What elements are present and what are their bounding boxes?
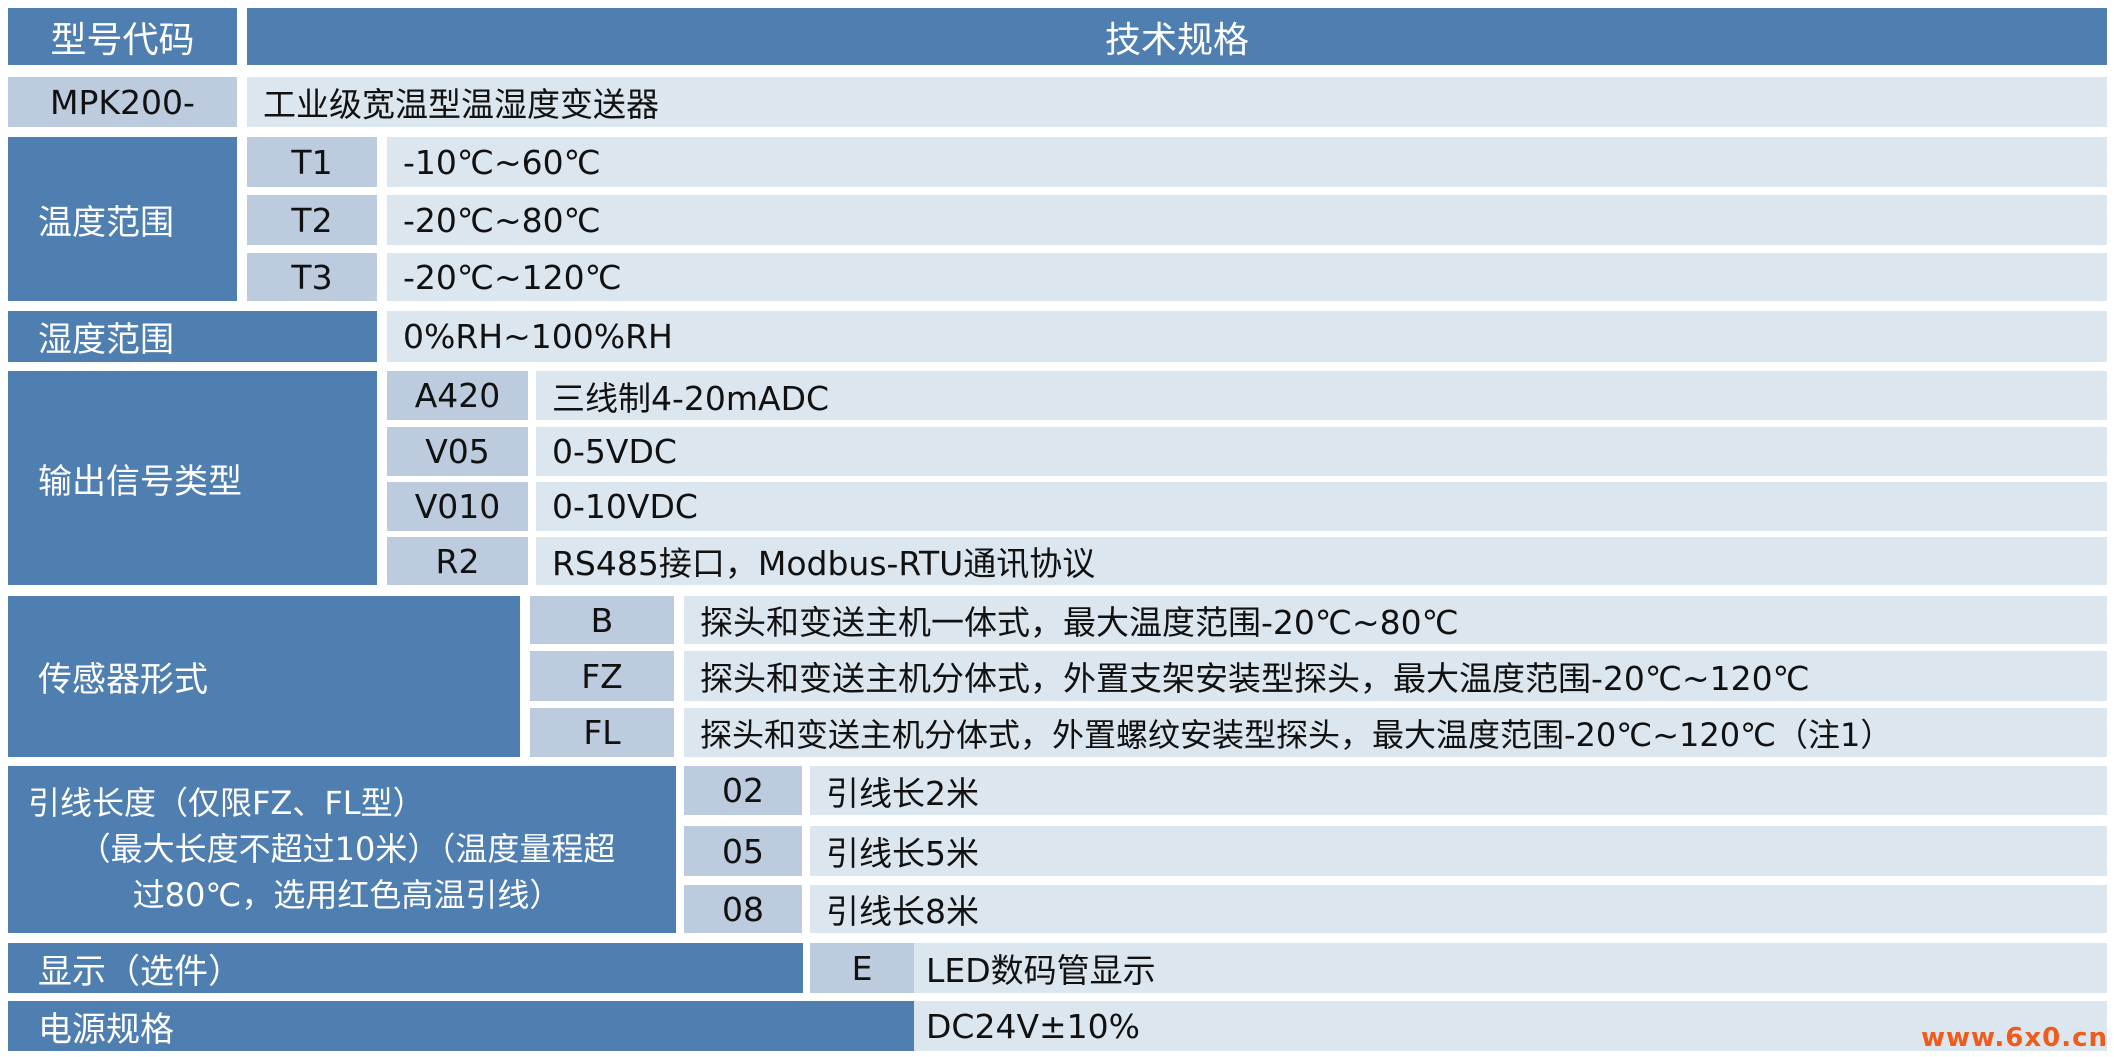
sensor-option-code: FL (530, 708, 674, 757)
sensor-option-desc: 探头和变送主机一体式，最大温度范围-20℃~80℃ (684, 596, 2107, 644)
temp-option-desc: -10℃~60℃ (387, 137, 2107, 187)
temp-option-desc: -20℃~120℃ (387, 253, 2107, 301)
header-spec: 技术规格 (247, 8, 2107, 65)
sensor-option-desc: 探头和变送主机分体式，外置螺纹安装型探头，最大温度范围-20℃~120℃（注1） (684, 708, 2107, 757)
power-desc: DC24V±10% (914, 1001, 2107, 1051)
sensor-form-label: 传感器形式 (8, 596, 520, 757)
output-option-desc: 三线制4-20mADC (536, 371, 2107, 420)
temp-option-code: T3 (247, 253, 377, 301)
output-option-desc: 0-5VDC (536, 427, 2107, 476)
output-option-code: R2 (387, 537, 528, 585)
lead-length-label-line: 过80℃，选用红色高温引线） (132, 876, 562, 914)
lead-option-desc: 引线长8米 (810, 885, 2107, 933)
lead-option-desc: 引线长2米 (810, 766, 2107, 815)
model-code: MPK200- (8, 77, 237, 127)
humidity-range-desc: 0%RH~100%RH (387, 311, 2107, 362)
display-desc: LED数码管显示 (914, 943, 2107, 993)
display-code: E (810, 943, 914, 993)
temp-option-code: T2 (247, 195, 377, 245)
output-signal-label: 输出信号类型 (8, 371, 377, 585)
model-desc: 工业级宽温型温湿度变送器 (247, 77, 2107, 127)
output-option-code: V010 (387, 482, 528, 531)
sensor-option-desc: 探头和变送主机分体式，外置支架安装型探头，最大温度范围-20℃~120℃ (684, 651, 2107, 701)
display-label: 显示（选件） (8, 943, 803, 993)
power-label: 电源规格 (8, 1001, 914, 1051)
lead-length-label: 引线长度（仅限FZ、FL型） （最大长度不超过10米）（温度量程超 过80℃，选… (8, 766, 676, 933)
header-model-code: 型号代码 (8, 8, 237, 65)
lead-option-desc: 引线长5米 (810, 826, 2107, 876)
output-option-code: A420 (387, 371, 528, 420)
output-option-code: V05 (387, 427, 528, 476)
output-option-desc: RS485接口，Modbus-RTU通讯协议 (536, 537, 2107, 585)
lead-option-code: 05 (684, 826, 802, 876)
output-option-desc: 0-10VDC (536, 482, 2107, 531)
temp-option-desc: -20℃~80℃ (387, 195, 2107, 245)
watermark: www.6x0.cn (1920, 1023, 2108, 1053)
humidity-range-label: 湿度范围 (8, 311, 377, 362)
lead-option-code: 02 (684, 766, 802, 815)
sensor-option-code: FZ (530, 651, 674, 701)
temp-range-label: 温度范围 (8, 137, 237, 301)
lead-length-label-line: （最大长度不超过10米）（温度量程超 (78, 830, 616, 868)
lead-length-label-line: 引线长度（仅限FZ、FL型） (28, 784, 425, 822)
lead-option-code: 08 (684, 885, 802, 933)
temp-option-code: T1 (247, 137, 377, 187)
sensor-option-code: B (530, 596, 674, 644)
